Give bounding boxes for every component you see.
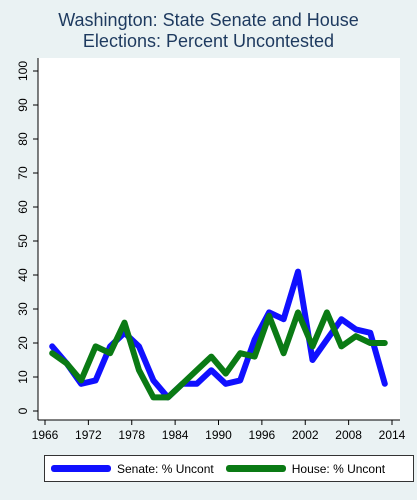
x-tick-label: 2008: [335, 428, 362, 442]
legend-item-senate: Senate: % Uncont: [51, 462, 214, 476]
y-tick-label: 90: [16, 98, 30, 112]
x-tick-label: 1984: [162, 428, 189, 442]
y-tick-label: 0: [16, 407, 30, 414]
y-tick-label: 10: [16, 370, 30, 384]
legend-label-senate: Senate: % Uncont: [117, 461, 214, 476]
plot-area: [38, 58, 400, 420]
legend-label-house: House: % Uncont: [291, 461, 386, 476]
legend-item-house: House: % Uncont: [225, 461, 386, 476]
x-tick-label: 1978: [118, 428, 145, 442]
y-tick-label: 20: [16, 336, 30, 350]
y-tick-label: 30: [16, 302, 30, 316]
chart-title-line-1: Washington: State Senate and House: [58, 10, 359, 30]
y-tick-label: 50: [16, 234, 30, 248]
chart-title-line-2: Elections: Percent Uncontested: [82, 31, 335, 51]
x-tick-label: 1966: [32, 428, 59, 442]
x-axis-ticks: 1966 1972 1978 1984 1990 1996 2002 2008 2014: [32, 420, 406, 442]
series-line-house: [49, 309, 388, 401]
y-tick-label: 70: [16, 166, 30, 180]
x-tick-label: 2002: [292, 428, 319, 442]
x-tick-label: 1972: [75, 428, 102, 442]
x-tick-label: 1996: [249, 428, 276, 442]
chart-title: Washington: State Senate and House Elect…: [0, 10, 417, 52]
y-tick-label: 40: [16, 268, 30, 282]
y-tick-label: 100: [16, 61, 30, 81]
x-tick-label: 2014: [379, 428, 406, 442]
y-tick-label: 80: [16, 132, 30, 146]
x-tick-label: 1990: [205, 428, 232, 442]
series-layer: [49, 268, 388, 401]
chart-legend: Senate: % Uncont House: % Uncont: [44, 455, 414, 482]
y-tick-label: 60: [16, 200, 30, 214]
legend-swatch-senate: [51, 465, 111, 472]
y-axis-ticks: 0 10 20 30 40 50 60 70 80 90 100: [16, 61, 38, 414]
legend-swatch-house: [225, 465, 286, 472]
